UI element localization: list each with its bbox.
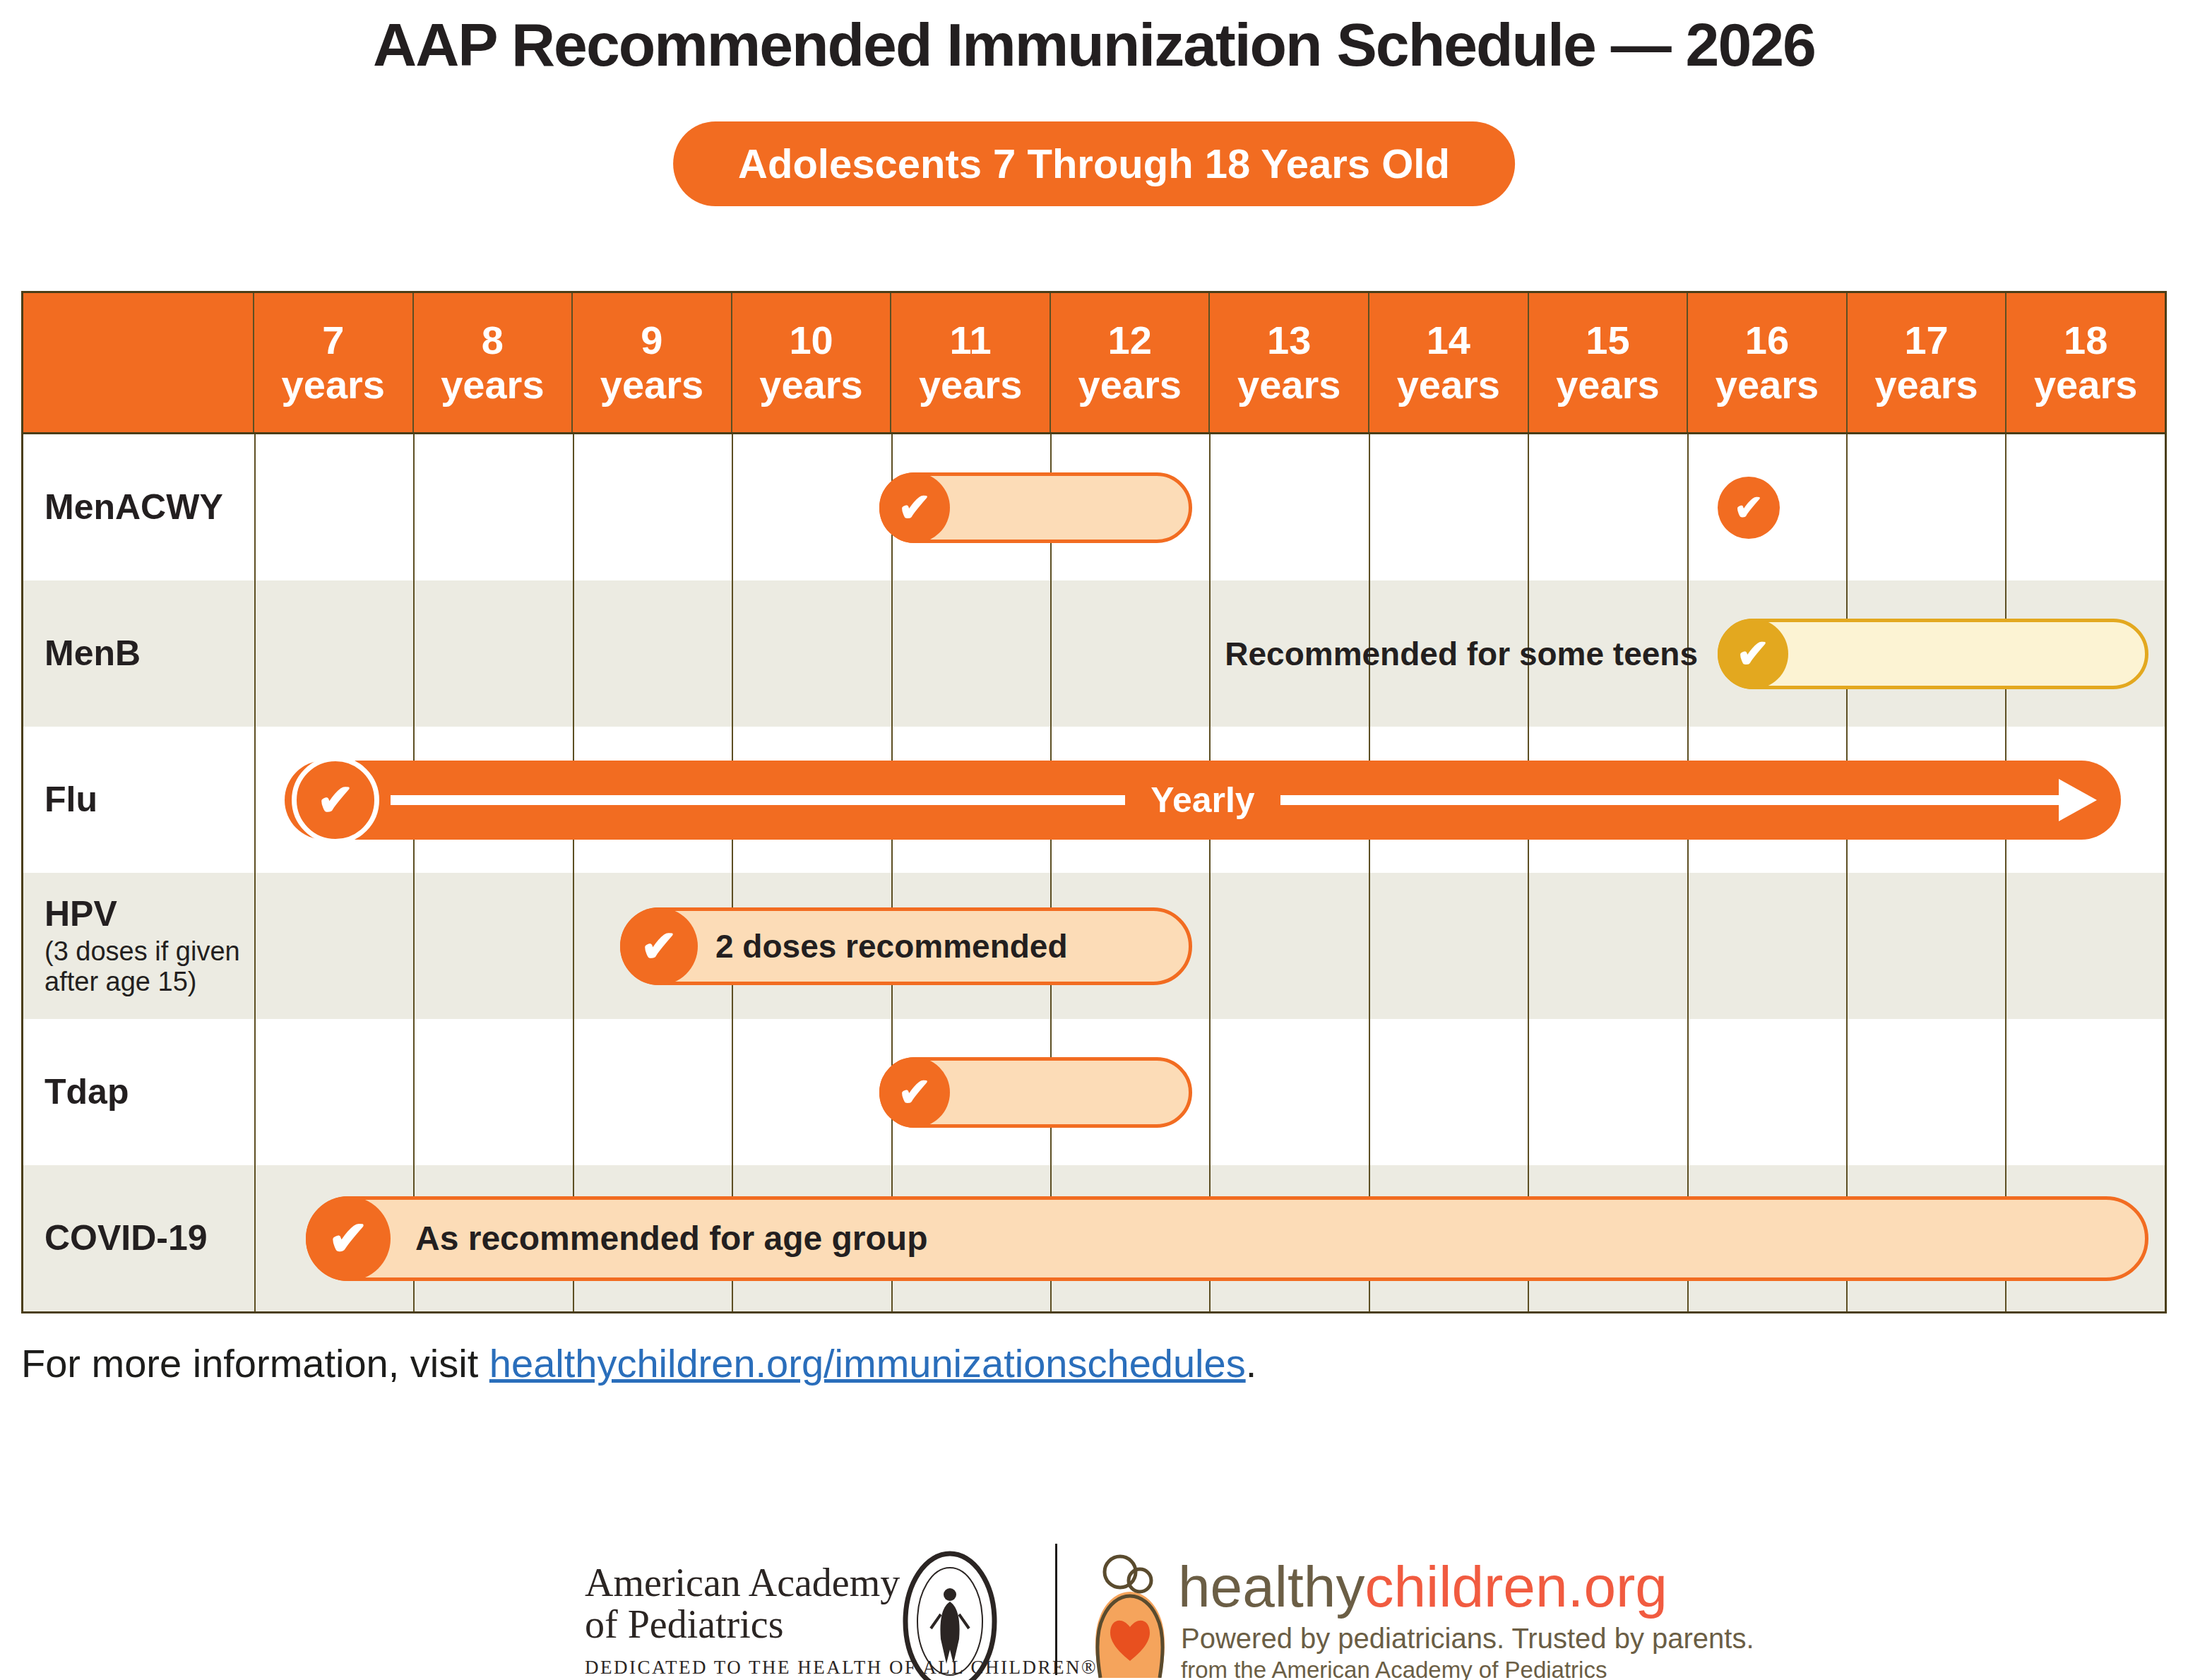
hpv-pill-label: 2 doses recommended bbox=[715, 927, 1068, 965]
covid-7-18-pill: ✔ As recommended for age group bbox=[306, 1196, 2148, 1281]
column-header-16-years: 16years bbox=[1688, 293, 1848, 432]
check-icon: ✔ bbox=[1718, 619, 1788, 689]
table-row-tdap: Tdap ✔ bbox=[23, 1019, 2165, 1165]
healthychildren-logo-text: healthychildren.org bbox=[1178, 1554, 1667, 1620]
schedule-table: 7years 8years 9years 10years 11years 12y… bbox=[21, 291, 2167, 1313]
table-row-hpv: HPV (3 doses if givenafter age 15) ✔ 2 d… bbox=[23, 873, 2165, 1019]
table-row-flu: Flu ✔ Yearly bbox=[23, 727, 2165, 873]
column-header-13-years: 13years bbox=[1210, 293, 1369, 432]
vaccine-label-menb: MenB bbox=[44, 580, 141, 727]
table-row-covid19: COVID-19 ✔ As recommended for age group bbox=[23, 1165, 2165, 1311]
flu-arrowhead-icon bbox=[2059, 779, 2097, 821]
table-row-menb: MenB Recommended for some teens ✔ bbox=[23, 580, 2165, 727]
immunization-schedules-link[interactable]: healthychildren.org/immunizationschedule… bbox=[489, 1341, 1246, 1386]
aap-tagline: DEDICATED TO THE HEALTH OF ALL CHILDREN® bbox=[585, 1657, 1098, 1679]
menb-note-text: Recommended for some teens bbox=[1225, 580, 1698, 727]
flu-bar-label: Yearly bbox=[1151, 780, 1254, 821]
column-header-12-years: 12years bbox=[1051, 293, 1211, 432]
tdap-11-12-pill: ✔ bbox=[879, 1057, 1192, 1128]
column-header-17-years: 17years bbox=[1848, 293, 2007, 432]
check-icon: ✔ bbox=[292, 756, 379, 844]
menacwy-11-12-pill: ✔ bbox=[879, 472, 1192, 543]
aap-logo: American Academy of Pediatrics bbox=[585, 1562, 900, 1645]
covid-pill-label: As recommended for age group bbox=[415, 1219, 927, 1258]
page-title: AAP Recommended Immunization Schedule — … bbox=[0, 10, 2188, 80]
column-header-11-years: 11years bbox=[891, 293, 1051, 432]
column-header-14-years: 14years bbox=[1369, 293, 1529, 432]
check-icon: ✔ bbox=[306, 1196, 391, 1281]
hpv-9-12-pill: ✔ 2 doses recommended bbox=[620, 907, 1192, 985]
hpv-sublabel: (3 doses if givenafter age 15) bbox=[44, 936, 240, 996]
column-header-18-years: 18years bbox=[2006, 293, 2165, 432]
vaccine-label-covid19: COVID-19 bbox=[44, 1165, 208, 1311]
grid-lines bbox=[254, 1019, 2165, 1165]
vaccine-label-menacwy: MenACWY bbox=[44, 434, 223, 580]
healthychildren-family-icon bbox=[1093, 1548, 1167, 1678]
vaccine-label-hpv: HPV (3 doses if givenafter age 15) bbox=[44, 873, 240, 1019]
more-info-text: For more information, visit healthychild… bbox=[21, 1340, 1256, 1386]
menacwy-16-check-icon: ✔ bbox=[1718, 477, 1780, 539]
vaccine-label-tdap: Tdap bbox=[44, 1019, 129, 1165]
healthychildren-subline: from the American Academy of Pediatrics bbox=[1181, 1657, 1607, 1680]
flu-arrow-line-right bbox=[1280, 795, 2061, 805]
vaccine-label-flu: Flu bbox=[44, 727, 97, 873]
column-header-9-years: 9years bbox=[573, 293, 732, 432]
check-icon: ✔ bbox=[879, 472, 950, 543]
aap-seal-icon bbox=[903, 1551, 997, 1680]
column-header-8-years: 8years bbox=[414, 293, 573, 432]
immunization-schedule-page: AAP Recommended Immunization Schedule — … bbox=[0, 0, 2188, 1680]
flu-yearly-bar: ✔ Yearly bbox=[285, 761, 2121, 840]
check-icon: ✔ bbox=[620, 907, 698, 985]
flu-arrow-line-left bbox=[391, 795, 1125, 805]
grid-lines bbox=[254, 873, 2165, 1019]
column-header-7-years: 7years bbox=[254, 293, 414, 432]
table-header-row: 7years 8years 9years 10years 11years 12y… bbox=[23, 293, 2165, 434]
table-corner-cell bbox=[23, 293, 254, 432]
age-group-badge: Adolescents 7 Through 18 Years Old bbox=[673, 121, 1515, 206]
table-row-menacwy: MenACWY ✔ ✔ bbox=[23, 434, 2165, 580]
grid-lines bbox=[254, 434, 2165, 580]
column-header-10-years: 10years bbox=[732, 293, 892, 432]
logo-divider bbox=[1055, 1544, 1057, 1675]
check-icon: ✔ bbox=[879, 1057, 950, 1128]
column-header-15-years: 15years bbox=[1529, 293, 1689, 432]
menb-16-18-pill: ✔ bbox=[1718, 619, 2148, 689]
healthychildren-tagline: Powered by pediatricians. Trusted by par… bbox=[1181, 1623, 1754, 1655]
